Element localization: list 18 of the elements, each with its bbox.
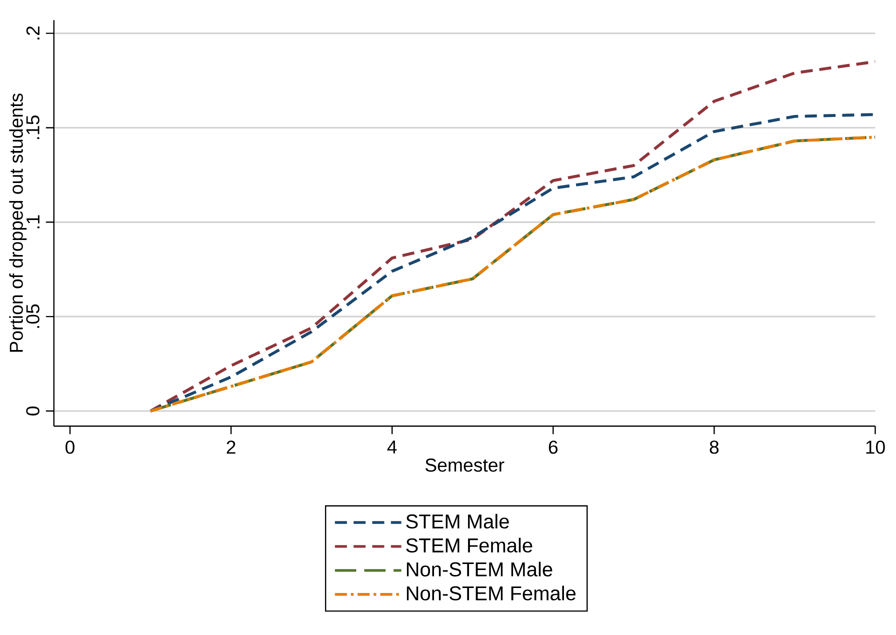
legend-label: Non-STEM Female [406, 586, 576, 600]
y-tick-label: .05 [26, 304, 40, 328]
y-tick-label: .15 [26, 116, 40, 139]
x-tick-label: 8 [710, 440, 719, 454]
line-series [149, 60, 876, 412]
x-tick-label: 10 [866, 440, 885, 454]
x-axis-title: Semester [425, 458, 504, 472]
y-axis-title: Portion of dropped out students [9, 94, 27, 352]
x-tick-label: 4 [387, 440, 397, 454]
legend-label: Non-STEM Male [406, 562, 552, 576]
legend-label: STEM Female [406, 538, 532, 553]
x-tick-label: 2 [226, 440, 236, 454]
legend-label: STEM Male [406, 514, 509, 529]
y-tick-label: 0 [26, 406, 40, 416]
x-tick-label: 6 [548, 440, 558, 454]
y-tick-label: .2 [26, 26, 40, 40]
y-tick-label: .1 [26, 215, 40, 228]
x-tick-label: 0 [66, 440, 74, 454]
